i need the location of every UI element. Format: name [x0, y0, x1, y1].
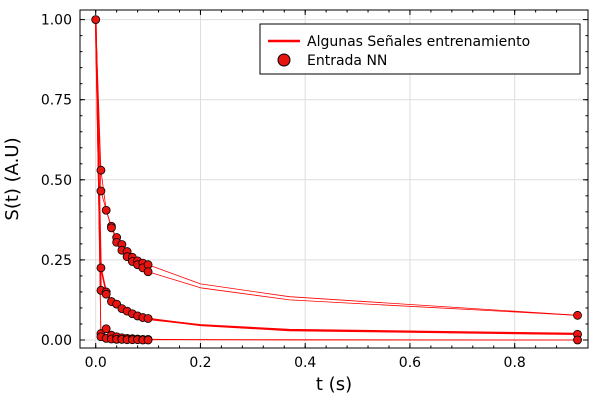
data-point [101, 289, 111, 299]
data-point [101, 205, 111, 215]
data-point [143, 335, 153, 345]
data-point [107, 223, 116, 233]
x-tick-label: 0.6 [399, 355, 421, 371]
data-point [96, 165, 106, 175]
x-tick-label: 0.2 [189, 355, 211, 371]
legend-box [259, 23, 581, 75]
data-point [96, 186, 106, 196]
data-point [101, 324, 111, 334]
legend-marker-swatch [277, 53, 291, 67]
y-tick-label: 1.00 [41, 13, 72, 29]
y-tick-label: 0.75 [41, 93, 72, 109]
x-axis-label: t (s) [316, 374, 352, 395]
ticks: 0.0 0.2 0.4 0.6 0.8 0.00 0.25 0.50 0.75 1.00 [41, 10, 588, 371]
y-axis-label: S(t) (A.U) [2, 137, 23, 220]
x-tick-label: 0.0 [85, 355, 107, 371]
x-tick-label: 0.8 [504, 355, 526, 371]
data-point [96, 263, 106, 273]
y-tick-label: 0.25 [41, 253, 72, 269]
data-point [573, 335, 582, 345]
legend-label-signals: Algunas Señales entrenamiento [307, 34, 530, 50]
y-tick-label: 0.50 [41, 173, 72, 189]
data-point [573, 310, 582, 320]
legend-label-nn-input: Entrada NN [307, 53, 387, 69]
data-point [143, 314, 153, 323]
data-markers [91, 15, 582, 345]
data-point [143, 267, 153, 277]
x-tick-label: 0.4 [294, 355, 316, 371]
plot-frame [79, 9, 589, 349]
y-tick-label: 0.00 [41, 333, 72, 349]
legend: Algunas Señales entrenamiento Entrada NN [259, 23, 581, 75]
data-point [91, 15, 101, 25]
